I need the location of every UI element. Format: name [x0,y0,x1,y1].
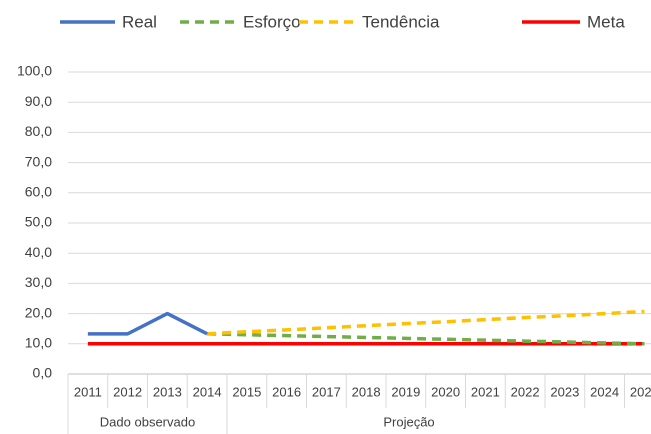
x-tick-label: 2013 [153,384,182,399]
y-tick-label: 100,0 [17,63,52,79]
x-tick-label: 2017 [312,384,341,399]
y-tick-label: 40,0 [25,244,52,260]
x-tick-label: 2022 [511,384,540,399]
x-tick-label: 2018 [352,384,381,399]
group-label: Dado observado [100,414,195,429]
x-tick-label: 2023 [550,384,579,399]
series-line [207,332,645,346]
legend-label: Esforço [243,12,301,31]
x-tick-label: 2020 [431,384,460,399]
legend-label: Meta [587,12,625,31]
y-tick-label: 90,0 [25,93,52,109]
y-tick-label: 70,0 [25,153,52,169]
x-tick-label: 2014 [193,384,222,399]
y-tick-label: 50,0 [25,214,52,230]
group-label: Projeção [383,414,434,429]
y-tick-label: 10,0 [25,335,52,351]
x-tick-label: 2024 [590,384,619,399]
y-tick-label: 60,0 [25,184,52,200]
x-tick-label: 2025 [630,384,651,399]
legend-label: Tendência [362,12,440,31]
x-tick-label: 2015 [232,384,261,399]
x-tick-label: 2021 [471,384,500,399]
series-line [87,311,208,336]
y-tick-label: 80,0 [25,123,52,139]
y-tick-label: 30,0 [25,274,52,290]
legend-label: Real [122,12,157,31]
series-line [207,309,645,336]
y-tick-label: 20,0 [25,304,52,320]
x-tick-label: 2012 [113,384,142,399]
y-tick-label: 0,0 [33,365,53,381]
x-tick-label: 2019 [391,384,420,399]
x-tick-label: 2011 [74,384,102,399]
x-tick-label: 2016 [272,384,301,399]
